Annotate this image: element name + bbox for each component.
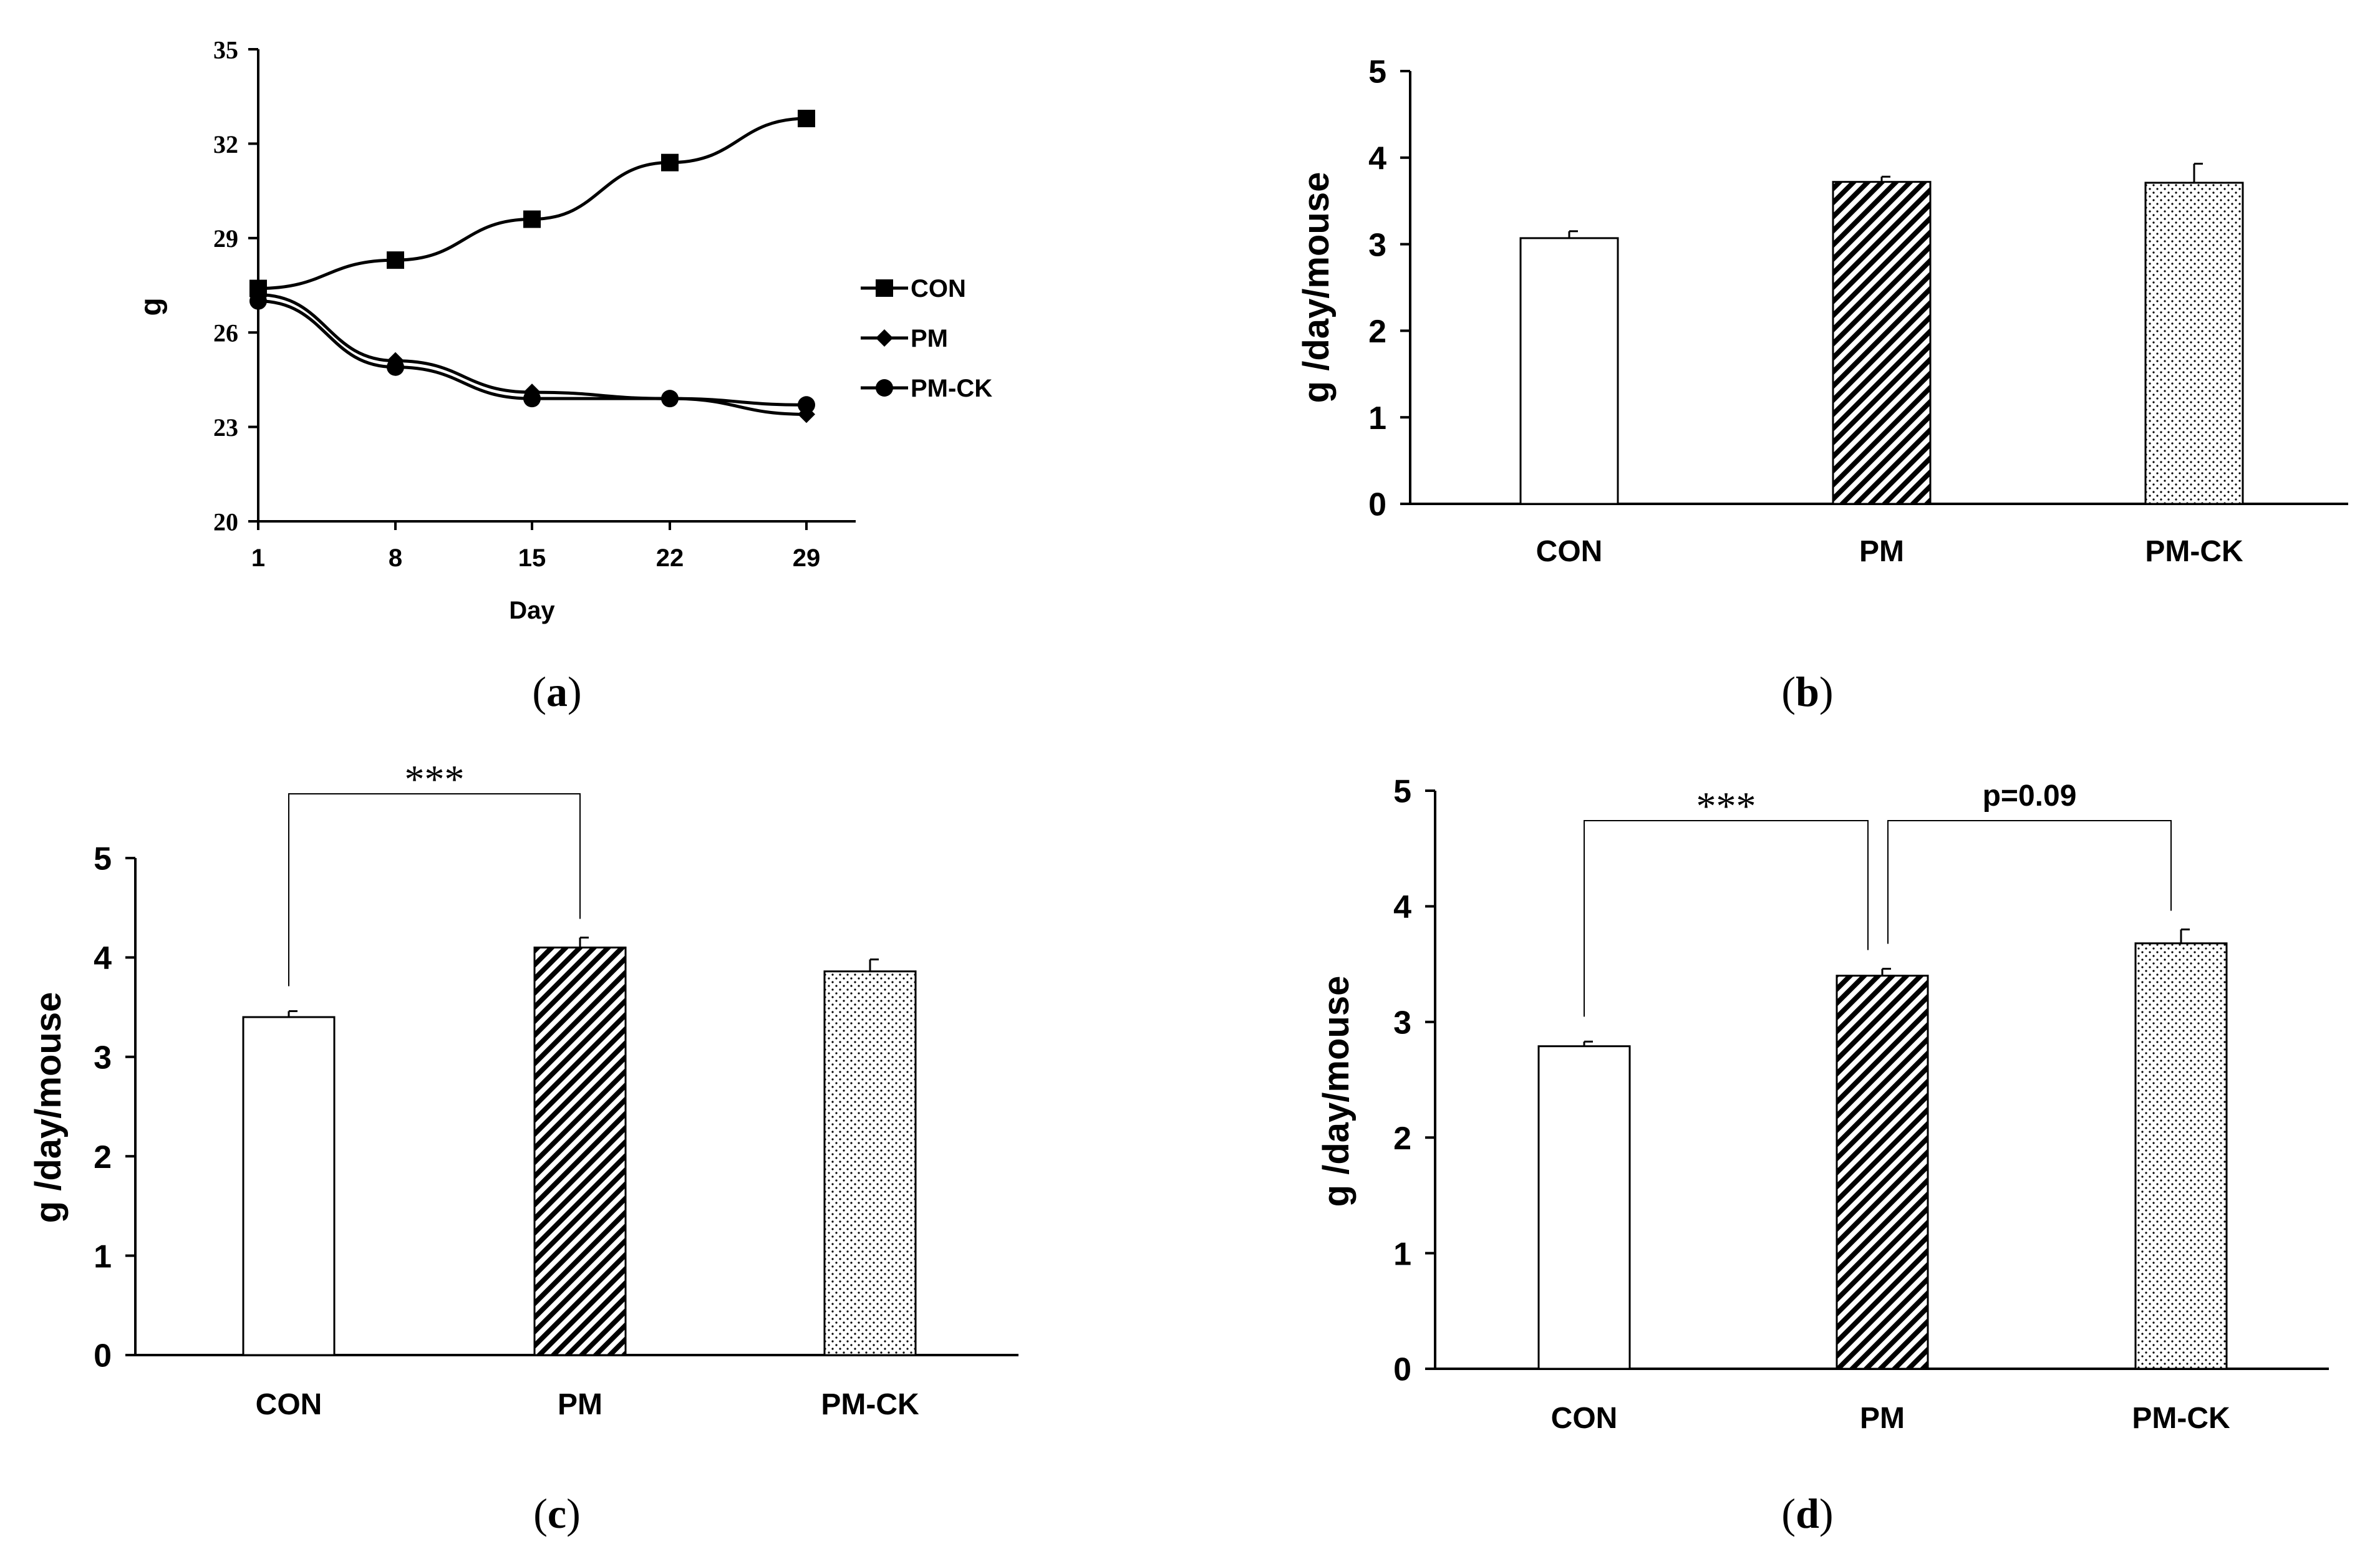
caption-letter: b — [1796, 668, 1819, 715]
y-axis-label: g /day/mouse — [1296, 172, 1337, 403]
caption-paren-close: ) — [566, 1490, 581, 1537]
panel-caption: (a) — [532, 668, 581, 715]
panel-caption: (d) — [1781, 1490, 1833, 1537]
category-label: CON — [256, 1388, 322, 1421]
category-label: PM-CK — [2145, 535, 2243, 568]
y-tick-label: 1 — [94, 1238, 112, 1275]
y-tick-label: 4 — [1368, 141, 1386, 177]
bar-pm-ck — [823, 970, 917, 1356]
y-tick-label: 3 — [1368, 227, 1386, 263]
panel-a-line-chart: 20 23 26 29 32 35 1 8 15 22 29 Day g CON PM PM-CK (a) — [135, 36, 992, 715]
x-tick-label: 15 — [518, 544, 546, 572]
bar-pm-ck — [2134, 942, 2228, 1370]
panel-b-bar-chart: 0 1 2 3 4 5 CON PM PM-CK g /day/mouse (b) — [1296, 54, 2348, 715]
y-tick-label: 5 — [94, 841, 112, 877]
y-tick-label: 1 — [1368, 400, 1386, 437]
y-tick-label: 5 — [1368, 54, 1386, 90]
y-tick-label: 2 — [94, 1139, 112, 1175]
series-line-con — [258, 117, 807, 291]
significance-label: p=0.09 — [1983, 779, 2077, 813]
y-tick-label: 26 — [213, 319, 238, 347]
bar-con — [1519, 237, 1619, 505]
y-tick-label: 23 — [213, 413, 238, 442]
data-point-pm-ck — [798, 396, 815, 414]
caption-paren-open: ( — [1781, 1490, 1796, 1537]
category-label: CON — [1551, 1402, 1618, 1435]
x-tick-label: 8 — [389, 544, 402, 572]
bar-con — [1537, 1045, 1631, 1370]
data-point-pm-ck — [387, 358, 404, 376]
panel-caption: (c) — [533, 1490, 581, 1537]
x-tick-label: 22 — [656, 544, 684, 572]
category-label: CON — [1536, 535, 1603, 568]
y-tick-label: 1 — [1393, 1236, 1411, 1272]
y-tick-label: 0 — [1393, 1352, 1411, 1388]
caption-paren-open: ( — [533, 1490, 548, 1537]
y-tick-label: 0 — [94, 1338, 112, 1374]
data-point-con — [798, 110, 815, 128]
panel-c-bar-chart: 0 1 2 3 4 5 CON PM PM-CK g /day/mouse *** (c) — [28, 757, 1018, 1537]
caption-letter: d — [1796, 1490, 1819, 1537]
legend-marker — [876, 279, 893, 297]
significance-label: *** — [405, 757, 465, 801]
caption-paren-close: ) — [1819, 1490, 1834, 1537]
category-label: PM — [558, 1388, 602, 1421]
y-tick-label: 32 — [213, 130, 238, 158]
caption-paren-close: ) — [1819, 668, 1834, 715]
data-point-pm-ck — [523, 390, 541, 408]
data-point-con — [387, 251, 404, 269]
legend-marker — [876, 379, 893, 397]
bar-pm-ck — [2144, 181, 2244, 505]
bar-pm — [533, 946, 627, 1356]
y-axis-label: g /day/mouse — [28, 992, 69, 1223]
x-tick-label: 1 — [251, 544, 265, 572]
y-tick-label: 29 — [213, 224, 238, 253]
caption-letter: c — [548, 1490, 566, 1537]
y-tick-label: 3 — [94, 1040, 112, 1076]
data-point-con — [661, 153, 679, 171]
significance-bracket — [1584, 820, 1869, 1017]
y-tick-label: 2 — [1368, 314, 1386, 350]
caption-paren-close: ) — [568, 668, 582, 715]
y-tick-label: 4 — [1393, 889, 1411, 925]
series-line-pm — [258, 293, 807, 416]
significance-label: *** — [1696, 784, 1756, 828]
caption-paren-open: ( — [1781, 668, 1796, 715]
y-tick-label: 35 — [213, 36, 238, 64]
y-tick-label: 0 — [1368, 487, 1386, 523]
category-label: PM-CK — [821, 1388, 919, 1421]
bar-pm — [1836, 975, 1929, 1370]
category-label: PM-CK — [2132, 1402, 2230, 1435]
panel-caption: (b) — [1781, 668, 1833, 715]
y-tick-label: 5 — [1393, 774, 1411, 810]
x-axis-label: Day — [509, 597, 555, 624]
category-label: PM — [1859, 535, 1904, 568]
y-axis-label: g — [135, 297, 168, 316]
significance-bracket — [1887, 820, 2172, 944]
data-point-pm-ck — [661, 390, 679, 408]
legend-label: PM — [911, 325, 948, 352]
panel-d-bar-chart: 0 1 2 3 4 5 CON PM PM-CK g /day/mouse *** p=0.09 (d) — [1316, 774, 2329, 1537]
y-tick-label: 4 — [94, 940, 112, 977]
data-point-pm-ck — [249, 292, 267, 310]
y-axis-label: g /day/mouse — [1316, 976, 1357, 1207]
legend-label: CON — [911, 275, 966, 302]
y-tick-label: 2 — [1393, 1121, 1411, 1157]
series-line-pm-ck — [258, 299, 807, 407]
category-label: PM — [1860, 1402, 1905, 1435]
bar-pm — [1832, 181, 1932, 505]
x-tick-label: 29 — [793, 544, 821, 572]
data-point-con — [523, 210, 541, 228]
caption-letter: a — [546, 668, 568, 715]
caption-paren-open: ( — [532, 668, 546, 715]
significance-bracket — [288, 793, 581, 987]
legend-marker — [876, 329, 893, 347]
y-tick-label: 20 — [213, 508, 238, 536]
y-tick-label: 3 — [1393, 1005, 1411, 1041]
bar-con — [242, 1016, 336, 1356]
legend-label: PM-CK — [911, 375, 992, 402]
